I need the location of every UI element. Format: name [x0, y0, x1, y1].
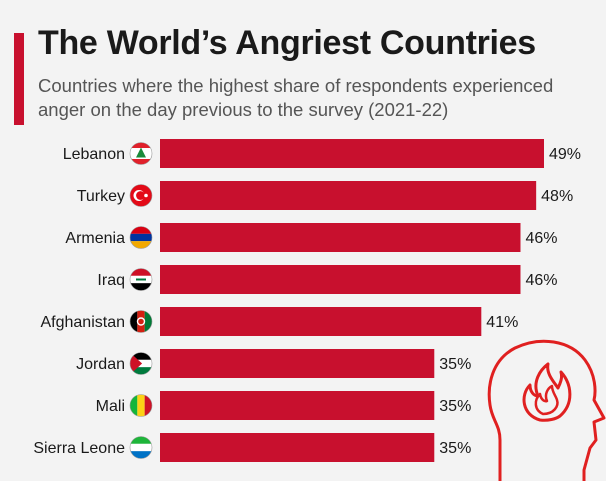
value-label-afghanistan: 41% [486, 314, 518, 331]
bar-afghanistan [160, 307, 482, 336]
bar-row-lebanon: Lebanon 49% [63, 139, 581, 168]
category-label-mali: Mali [96, 398, 125, 415]
sierra-leone-flag-icon [129, 436, 153, 459]
iraq-flag-icon [129, 268, 153, 291]
bar-lebanon [160, 139, 544, 168]
angry-head-flame-icon [487, 339, 606, 481]
afghanistan-flag-icon [129, 310, 153, 333]
bar-armenia [160, 223, 521, 252]
value-label-armenia: 46% [525, 230, 557, 247]
chart-title: The World’s Angriest Countries [38, 24, 536, 62]
bar-mali [160, 391, 435, 420]
category-label-turkey: Turkey [77, 188, 125, 205]
lebanon-flag-icon [129, 142, 153, 165]
turkey-flag-icon [129, 184, 153, 207]
armenia-flag-icon [129, 226, 153, 249]
bar-row-turkey: Turkey 48% [77, 181, 573, 210]
value-label-lebanon: 49% [549, 146, 581, 163]
value-label-turkey: 48% [541, 188, 573, 205]
jordan-flag-icon [129, 352, 153, 375]
bar-row-iraq: Iraq 46% [97, 265, 558, 294]
bar-sierra-leone [160, 433, 435, 462]
value-label-sierra-leone: 35% [439, 440, 471, 457]
title-accent-bar [14, 33, 24, 125]
bar-jordan [160, 349, 435, 378]
bar-iraq [160, 265, 521, 294]
bar-row-mali: Mali 35% [96, 391, 471, 420]
value-label-mali: 35% [439, 398, 471, 415]
value-label-iraq: 46% [525, 272, 557, 289]
chart-subtitle: Countries where the highest share of res… [38, 75, 554, 120]
bar-row-sierra-leone: Sierra Leone 35% [33, 433, 471, 462]
bar-row-armenia: Armenia 46% [65, 223, 558, 252]
category-label-iraq: Iraq [97, 272, 125, 289]
bar-row-jordan: Jordan 35% [76, 349, 471, 378]
category-label-afghanistan: Afghanistan [40, 314, 125, 331]
bar-turkey [160, 181, 537, 210]
category-label-lebanon: Lebanon [63, 146, 125, 163]
mali-flag-icon [129, 394, 153, 417]
value-label-jordan: 35% [439, 356, 471, 373]
bar-row-afghanistan: Afghanistan 41% [40, 307, 518, 336]
category-label-sierra-leone: Sierra Leone [33, 440, 125, 457]
category-label-armenia: Armenia [65, 230, 125, 247]
category-label-jordan: Jordan [76, 356, 125, 373]
